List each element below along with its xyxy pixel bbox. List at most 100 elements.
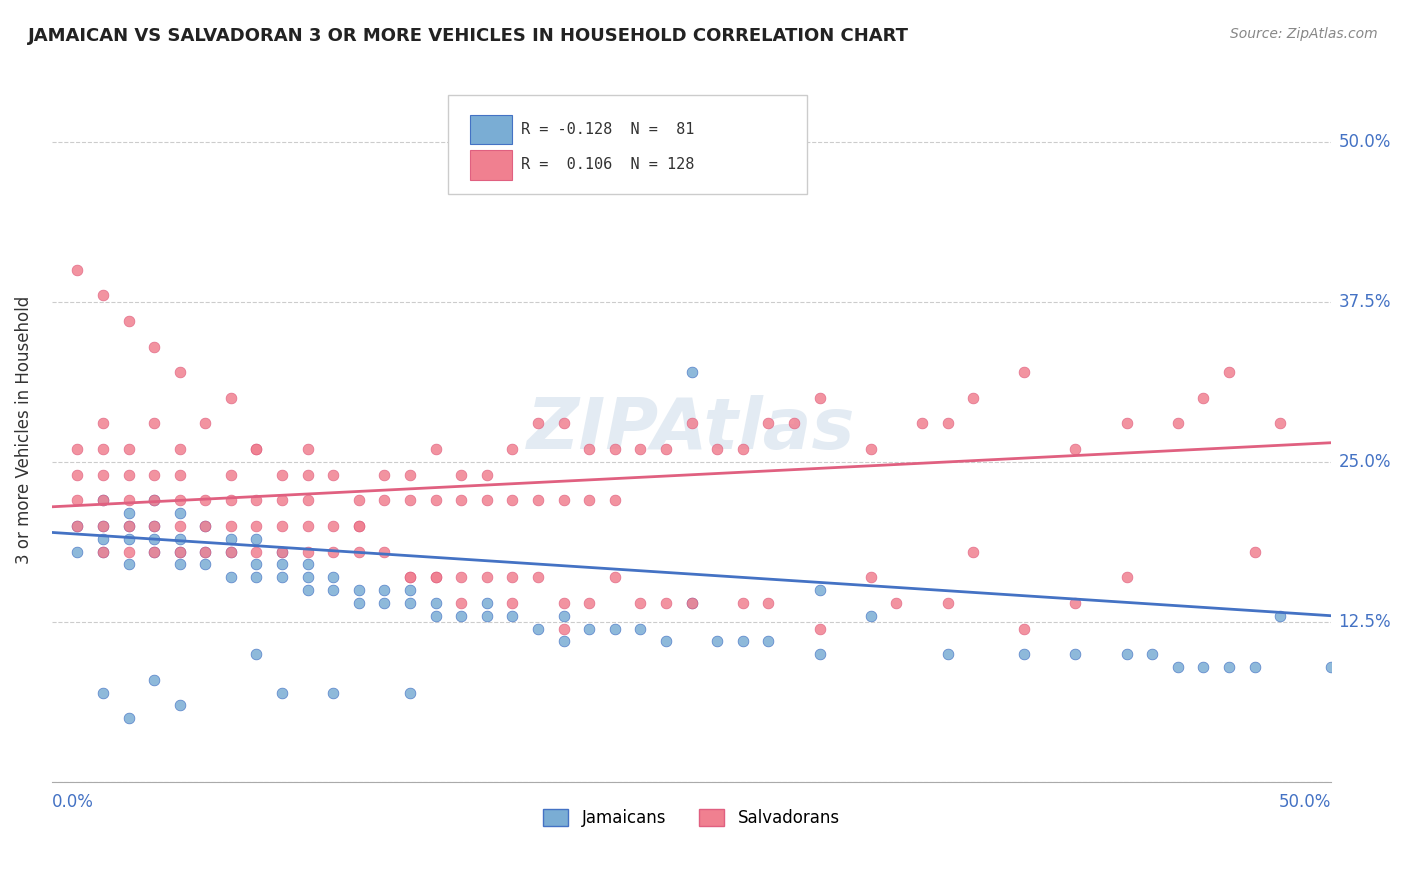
Point (322, 570, 344, 584)
Point (169, 544, 191, 558)
Point (271, 558, 294, 572)
Point (66, 493, 89, 508)
Text: 50.0%: 50.0% (1279, 794, 1331, 812)
Point (91, 532, 114, 546)
Point (1270, 608, 1292, 623)
Point (245, 558, 267, 572)
Point (962, 391, 984, 405)
Point (399, 467, 422, 482)
Point (245, 570, 267, 584)
Point (501, 493, 523, 508)
Text: 50.0%: 50.0% (1339, 133, 1391, 151)
Point (655, 596, 678, 610)
Point (169, 442, 191, 456)
Point (169, 532, 191, 546)
Point (194, 493, 217, 508)
Point (117, 467, 139, 482)
Point (347, 596, 370, 610)
Point (219, 570, 242, 584)
Point (936, 647, 959, 661)
Point (501, 570, 523, 584)
FancyBboxPatch shape (470, 115, 512, 145)
Point (297, 519, 319, 533)
Point (603, 442, 626, 456)
Point (731, 596, 754, 610)
Point (527, 622, 550, 636)
Point (143, 519, 166, 533)
Point (527, 570, 550, 584)
Point (1115, 647, 1137, 661)
Point (603, 622, 626, 636)
Point (425, 608, 447, 623)
Point (450, 570, 472, 584)
Point (1115, 417, 1137, 431)
Point (297, 544, 319, 558)
Point (373, 493, 395, 508)
Point (169, 467, 191, 482)
Point (783, 417, 806, 431)
Point (219, 519, 242, 533)
Point (245, 544, 267, 558)
Point (117, 544, 139, 558)
Point (425, 596, 447, 610)
Point (450, 493, 472, 508)
Point (245, 493, 267, 508)
Point (297, 493, 319, 508)
Point (347, 493, 370, 508)
Point (194, 519, 217, 533)
Point (219, 493, 242, 508)
Point (1115, 570, 1137, 584)
Point (297, 558, 319, 572)
Point (66, 519, 89, 533)
Point (501, 608, 523, 623)
Point (628, 442, 651, 456)
Point (553, 608, 575, 623)
Point (117, 711, 139, 725)
Point (347, 544, 370, 558)
FancyBboxPatch shape (449, 95, 807, 194)
Point (628, 596, 651, 610)
Point (169, 365, 191, 379)
Point (271, 493, 294, 508)
Point (859, 608, 882, 623)
Point (245, 647, 267, 661)
Point (219, 467, 242, 482)
Point (373, 544, 395, 558)
Point (628, 622, 651, 636)
Point (578, 493, 600, 508)
Point (91, 519, 114, 533)
Point (245, 532, 267, 546)
Point (553, 417, 575, 431)
Point (91, 493, 114, 508)
Text: 0.0%: 0.0% (52, 794, 94, 812)
Point (501, 596, 523, 610)
Point (117, 558, 139, 572)
Point (886, 596, 908, 610)
Point (706, 442, 728, 456)
Point (1167, 417, 1189, 431)
Text: R =  0.106  N = 128: R = 0.106 N = 128 (522, 157, 695, 172)
Point (347, 519, 370, 533)
Text: ZIPAtlas: ZIPAtlas (527, 395, 856, 465)
Point (143, 544, 166, 558)
Point (271, 570, 294, 584)
Point (91, 467, 114, 482)
Point (501, 442, 523, 456)
Point (527, 417, 550, 431)
Point (143, 493, 166, 508)
Point (399, 570, 422, 584)
Text: 25.0%: 25.0% (1339, 453, 1391, 471)
Point (91, 685, 114, 699)
Point (143, 532, 166, 546)
Point (194, 417, 217, 431)
Point (808, 647, 831, 661)
Point (1014, 622, 1036, 636)
Point (143, 673, 166, 687)
Point (936, 417, 959, 431)
Point (117, 519, 139, 533)
Point (143, 417, 166, 431)
Point (1270, 417, 1292, 431)
Point (66, 262, 89, 277)
Point (322, 583, 344, 598)
Point (681, 365, 703, 379)
